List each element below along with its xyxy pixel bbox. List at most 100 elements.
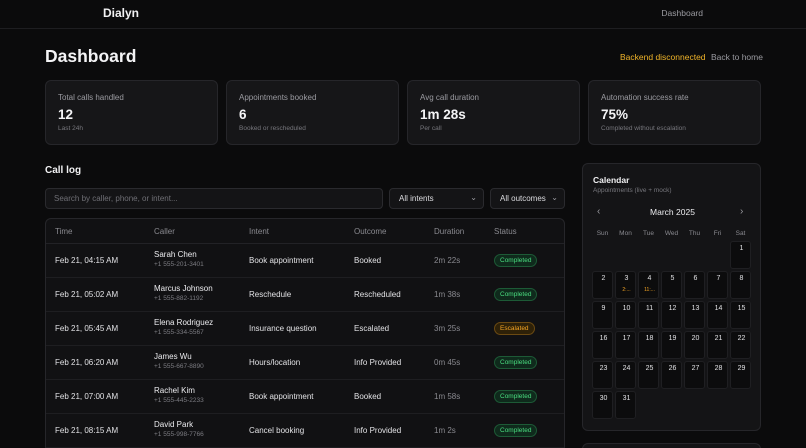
table-row[interactable]: Feb 21, 07:00 AM Rachel Kim +1 555-445-2… [46,380,564,414]
calendar-day[interactable]: 7 [707,271,728,299]
calendar-day[interactable]: 4 11:... [638,271,659,299]
calendar-day[interactable]: 17 [615,331,636,359]
column-header-duration[interactable]: Duration [434,227,465,236]
day-number: 26 [668,365,677,372]
chevron-down-icon: ⌄ [551,193,558,202]
calendar-day[interactable]: 14 [707,301,728,329]
call-duration: 1m 38s [434,290,461,299]
table-row[interactable]: Feb 21, 08:15 AM David Park +1 555-998-7… [46,414,564,448]
day-number: 4 [647,275,652,282]
calendar-day[interactable]: 30 [592,391,613,419]
stat-label: Avg call duration [420,93,479,102]
stat-label: Total calls handled [58,93,124,102]
caller-phone: +1 555-334-5567 [154,329,204,336]
secondary-card [582,443,761,448]
day-number: 24 [622,365,631,372]
caller-phone: +1 555-445-2233 [154,397,204,404]
stat-card-appointments: Appointments booked 6 Booked or reschedu… [226,80,399,145]
call-intent: Book appointment [249,392,314,401]
calendar-day[interactable]: 20 [684,331,705,359]
calendar-day[interactable]: 24 [615,361,636,389]
column-header-caller[interactable]: Caller [154,227,175,236]
calendar-day[interactable]: 25 [638,361,659,389]
calendar-day[interactable]: 31 [615,391,636,419]
calendar-day[interactable]: 22 [730,331,751,359]
stat-subtext: Per call [420,125,442,132]
caller-phone: +1 555-201-3401 [154,261,204,268]
calendar-day[interactable]: 23 [592,361,613,389]
intent-filter-select[interactable]: All intents ⌄ [389,188,484,209]
call-intent: Book appointment [249,256,314,265]
day-number: 30 [599,395,608,402]
day-number: 13 [691,305,700,312]
day-number: 1 [739,245,744,252]
calendar-day[interactable]: 6 [684,271,705,299]
nav-link-dashboard[interactable]: Dashboard [661,8,703,18]
calendar-day[interactable]: 8 [730,271,751,299]
day-number: 5 [670,275,675,282]
calendar-day[interactable]: 21 [707,331,728,359]
calendar-day[interactable]: 18 [638,331,659,359]
calendar-day[interactable]: 13 [684,301,705,329]
day-number: 25 [645,365,654,372]
page-title: Dashboard [45,46,137,66]
day-number: 19 [668,335,677,342]
chevron-right-icon[interactable]: › [740,206,744,217]
status-badge: Escalated [494,322,535,335]
call-log-table: Time Caller Intent Outcome Duration Stat… [45,218,565,448]
calendar-day[interactable]: 10 [615,301,636,329]
chevron-left-icon[interactable]: ‹ [597,206,601,217]
column-header-intent[interactable]: Intent [249,227,270,236]
column-header-outcome[interactable]: Outcome [354,227,387,236]
status-badge: Completed [494,254,538,267]
weekday-label: Sun [596,230,609,237]
table-row[interactable]: Feb 21, 06:20 AM James Wu +1 555-667-889… [46,346,564,380]
call-time: Feb 21, 06:20 AM [55,358,119,367]
outcome-filter-select[interactable]: All outcomes ⌄ [490,188,565,209]
calendar-day[interactable]: 1 [730,241,751,269]
calendar-day[interactable]: 19 [661,331,682,359]
column-header-status[interactable]: Status [494,227,517,236]
day-number: 15 [737,305,746,312]
caller-phone: +1 555-667-8890 [154,363,204,370]
calendar-day[interactable]: 12 [661,301,682,329]
call-intent: Insurance question [249,324,317,333]
day-number: 23 [599,365,608,372]
status-badge: Completed [494,288,538,301]
stat-subtext: Last 24h [58,125,83,132]
caller-name: Elena Rodriguez [154,318,214,327]
status-badge: Completed [494,390,538,403]
call-duration: 1m 2s [434,426,456,435]
call-time: Feb 21, 05:02 AM [55,290,119,299]
calendar-day[interactable]: 28 [707,361,728,389]
weekday-label: Wed [664,230,679,237]
day-number: 16 [599,335,608,342]
calendar-day[interactable]: 26 [661,361,682,389]
caller-cell: Rachel Kim +1 555-445-2233 [154,386,204,404]
table-header: Time Caller Intent Outcome Duration Stat… [46,219,564,244]
calendar-day[interactable]: 16 [592,331,613,359]
outcome-filter-value: All outcomes [500,194,546,203]
call-intent: Reschedule [249,290,292,299]
back-to-home-link[interactable]: Back to home [711,52,763,62]
call-outcome: Info Provided [354,426,402,435]
calendar-day[interactable]: 15 [730,301,751,329]
calendar-day[interactable]: 2 [592,271,613,299]
calendar-day[interactable]: 11 [638,301,659,329]
table-row[interactable]: Feb 21, 05:02 AM Marcus Johnson +1 555-8… [46,278,564,312]
stat-label: Automation success rate [601,93,689,102]
day-number: 27 [691,365,700,372]
day-number: 21 [714,335,723,342]
calendar-day[interactable]: 27 [684,361,705,389]
calendar-day[interactable]: 3 2:... [615,271,636,299]
calendar-day[interactable]: 29 [730,361,751,389]
column-header-time[interactable]: Time [55,227,73,236]
table-row[interactable]: Feb 21, 05:45 AM Elena Rodriguez +1 555-… [46,312,564,346]
table-row[interactable]: Feb 21, 04:15 AM Sarah Chen +1 555-201-3… [46,244,564,278]
search-input[interactable] [45,188,383,209]
call-time: Feb 21, 05:45 AM [55,324,119,333]
calendar-day[interactable]: 9 [592,301,613,329]
day-number: 12 [668,305,677,312]
brand-logo[interactable]: Dialyn [103,6,140,20]
calendar-day[interactable]: 5 [661,271,682,299]
